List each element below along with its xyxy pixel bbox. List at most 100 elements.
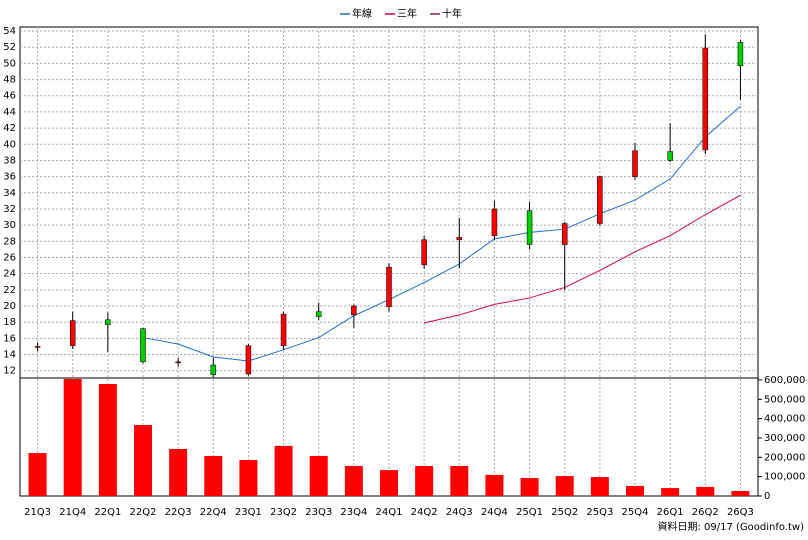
legend-label: 十年 <box>442 7 462 20</box>
y-tick-label: 26 <box>3 252 16 263</box>
y2-tick-label: 400,000 <box>764 414 805 425</box>
candle-body <box>245 345 252 375</box>
x-tick-label: 23Q3 <box>305 507 332 518</box>
y-tick-label: 34 <box>3 188 16 199</box>
bar <box>731 490 750 496</box>
x-tick-label: 23Q2 <box>270 507 297 518</box>
x-tick-label: 26Q3 <box>727 507 754 518</box>
bar <box>450 466 469 496</box>
candle-body <box>421 239 427 266</box>
candle-body <box>456 237 463 240</box>
y2-tick-label: 100,000 <box>764 472 805 483</box>
y-tick-label: 24 <box>3 269 16 280</box>
y-tick-label: 18 <box>3 317 16 328</box>
candle-body <box>632 150 638 177</box>
y-tick-label: 16 <box>3 333 16 344</box>
y-tick-label: 48 <box>3 75 16 86</box>
legend-label: 三年 <box>397 7 417 20</box>
candle-body <box>140 328 146 363</box>
y-tick-label: 42 <box>3 123 16 134</box>
legend-label: 年線 <box>352 7 372 20</box>
x-tick-label: 23Q4 <box>340 507 367 518</box>
y2-tick-label: 500,000 <box>764 394 805 405</box>
x-tick-label: 25Q4 <box>622 507 649 518</box>
x-tick-label: 26Q1 <box>657 507 684 518</box>
x-tick-label: 22Q2 <box>130 507 157 518</box>
y-tick-label: 36 <box>3 172 16 183</box>
x-tick-label: 24Q1 <box>376 507 403 518</box>
candle-body <box>105 319 111 325</box>
y-tick-label: 40 <box>3 139 16 150</box>
y2-tick-label: 0 <box>764 491 770 502</box>
candle-body <box>210 364 217 376</box>
bar <box>380 470 398 496</box>
y-tick-label: 54 <box>3 26 16 37</box>
x-tick-label: 22Q3 <box>165 507 192 518</box>
y2-tick-label: 300,000 <box>764 433 805 444</box>
y-tick-label: 52 <box>3 42 16 53</box>
bar <box>239 460 258 496</box>
bar <box>626 485 644 496</box>
bar <box>485 474 504 496</box>
plot-frame <box>19 26 759 497</box>
candle-body <box>597 176 603 224</box>
bar <box>555 476 574 496</box>
y-tick-label: 30 <box>3 220 16 231</box>
y2-tick-label: 600,000 <box>764 375 805 386</box>
y-tick-label: 50 <box>3 58 16 69</box>
line-series <box>424 194 741 324</box>
candle-body <box>667 151 673 161</box>
x-tick-label: 23Q1 <box>235 507 262 518</box>
bar <box>134 425 152 496</box>
candle-body <box>280 313 287 346</box>
candle-body <box>737 42 744 67</box>
x-tick-label: 25Q3 <box>586 507 613 518</box>
footer: 資料日期: 09/17 (Goodinfo.tw) <box>657 520 804 533</box>
x-tick-label: 24Q2 <box>411 507 438 518</box>
bar <box>309 455 328 496</box>
bar <box>661 488 680 496</box>
x-tick-label: 26Q2 <box>692 507 719 518</box>
x-tick-label: 24Q4 <box>481 507 508 518</box>
bar <box>169 448 188 496</box>
x-tick-label: 24Q3 <box>446 507 473 518</box>
y-tick-label: 22 <box>3 285 16 296</box>
x-tick-label: 25Q2 <box>551 507 578 518</box>
bar <box>415 466 434 496</box>
candle-body <box>702 47 709 151</box>
y-tick-label: 44 <box>3 107 16 118</box>
y-tick-label: 46 <box>3 91 16 102</box>
candle-body <box>491 208 498 236</box>
bar <box>696 486 715 496</box>
y-tick-label: 12 <box>3 366 16 377</box>
bar <box>28 453 47 496</box>
candle-body <box>34 346 41 348</box>
bar <box>344 466 363 496</box>
y-tick-label: 32 <box>3 204 16 215</box>
bar <box>98 383 117 496</box>
bar <box>63 378 82 496</box>
candle-body <box>561 223 568 245</box>
y-tick-label: 20 <box>3 301 16 312</box>
candle-body <box>69 320 76 346</box>
y-tick-label: 28 <box>3 236 16 247</box>
x-tick-label: 22Q1 <box>94 507 121 518</box>
y-tick-label: 14 <box>3 350 16 361</box>
bar <box>204 455 223 496</box>
y2-tick-label: 200,000 <box>764 452 805 463</box>
bar <box>274 445 293 496</box>
line-series <box>142 105 741 362</box>
candle-body <box>351 305 357 316</box>
candle-body <box>175 361 181 364</box>
candle-body <box>386 266 392 308</box>
x-tick-label: 21Q3 <box>24 507 51 518</box>
bar <box>590 477 609 496</box>
x-tick-label: 25Q1 <box>516 507 543 518</box>
x-tick-label: 21Q4 <box>59 507 86 518</box>
candle-body <box>315 311 322 317</box>
bar <box>520 478 539 496</box>
x-tick-label: 22Q4 <box>200 507 227 518</box>
y-tick-label: 38 <box>3 155 16 166</box>
candle-body <box>526 210 533 245</box>
